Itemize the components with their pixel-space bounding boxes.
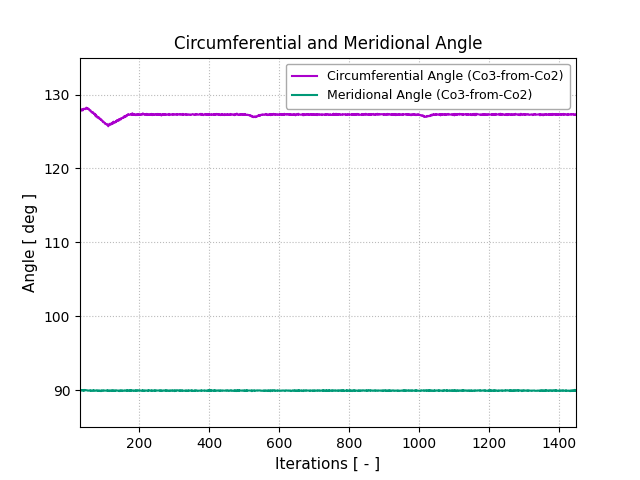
Circumferential Angle (Co3-from-Co2) [368,112,376,118]
Meridional Angle (Co3-from-Co2) [266,388,274,394]
Title: Circumferential and Meridional Angle: Circumferential and Meridional Angle [173,35,483,53]
Meridional Angle (Co3-from-Co2) [234,387,241,393]
Circumferential Angle (Co3-from-Co2) [403,112,410,118]
Circumferential Angle (Co3-from-Co2) [104,123,112,129]
Meridional Angle (Co3-from-Co2) [403,387,410,393]
Legend: Circumferential Angle (Co3-from-Co2), Meridional Angle (Co3-from-Co2): Circumferential Angle (Co3-from-Co2), Me… [285,64,570,108]
Circumferential Angle (Co3-from-Co2) [66,111,74,117]
Circumferential Angle (Co3-from-Co2) [460,112,468,118]
X-axis label: Iterations [ - ]: Iterations [ - ] [275,456,381,471]
Meridional Angle (Co3-from-Co2) [460,388,468,394]
Circumferential Angle (Co3-from-Co2) [461,111,468,117]
Meridional Angle (Co3-from-Co2) [66,387,74,393]
Circumferential Angle (Co3-from-Co2) [234,112,241,118]
Meridional Angle (Co3-from-Co2) [572,388,580,394]
Meridional Angle (Co3-from-Co2) [461,388,468,394]
Y-axis label: Angle [ deg ]: Angle [ deg ] [23,193,38,292]
Circumferential Angle (Co3-from-Co2) [572,112,580,118]
Meridional Angle (Co3-from-Co2) [175,388,182,394]
Meridional Angle (Co3-from-Co2) [368,388,376,394]
Line: Circumferential Angle (Co3-from-Co2): Circumferential Angle (Co3-from-Co2) [70,108,576,126]
Meridional Angle (Co3-from-Co2) [67,386,75,392]
Circumferential Angle (Co3-from-Co2) [83,105,90,110]
Circumferential Angle (Co3-from-Co2) [175,111,183,117]
Line: Meridional Angle (Co3-from-Co2): Meridional Angle (Co3-from-Co2) [70,389,576,391]
